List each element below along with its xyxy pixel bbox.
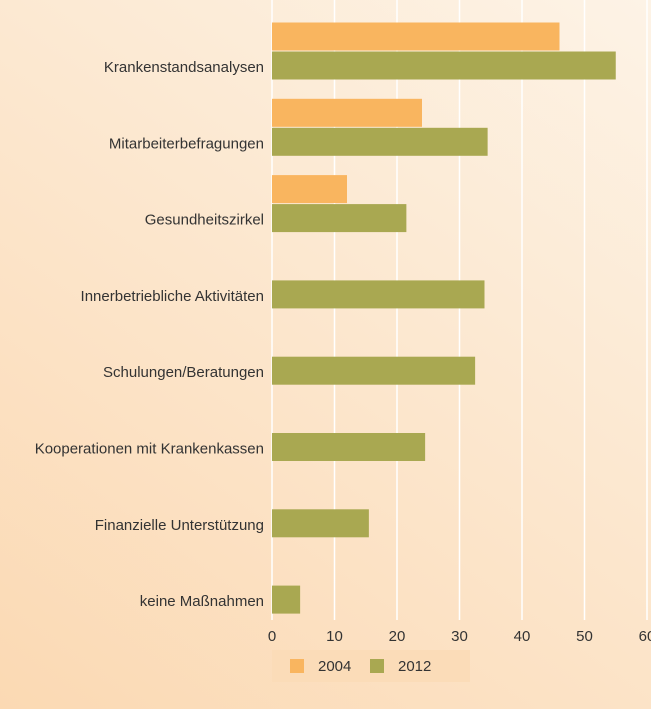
y-tick-label: Krankenstandsanalysen [104,59,264,76]
legend-swatch [290,659,304,673]
bar [272,127,488,156]
x-tick-label: 30 [451,628,468,645]
x-tick-label: 40 [514,628,531,645]
x-tick-label: 50 [576,628,593,645]
y-tick-label: Gesundheitszirkel [145,212,264,229]
legend-label: 2004 [318,658,351,675]
bar [272,51,616,80]
y-tick-label: Innerbetriebliche Aktivitäten [81,288,264,305]
y-tick-label: Kooperationen mit Krankenkassen [35,440,264,457]
y-tick-label: Schulungen/Beratungen [103,364,264,381]
legend-swatch [370,659,384,673]
bar [272,175,347,204]
bar [272,280,485,309]
x-tick-label: 60 [639,628,651,645]
y-tick-label: Finanzielle Unterstützung [95,517,264,534]
bar [272,433,426,461]
x-tick-label: 20 [389,628,406,645]
bar [272,585,301,614]
legend-label: 2012 [398,658,431,675]
bar [272,204,407,233]
bar [272,98,422,127]
bar [272,509,369,538]
x-tick-label: 0 [268,628,276,645]
y-tick-label: keine Maßnahmen [140,593,264,610]
bar [272,356,476,385]
x-tick-label: 10 [326,628,343,645]
y-tick-label: Mitarbeiterbefragungen [109,135,264,152]
bar [272,22,560,51]
